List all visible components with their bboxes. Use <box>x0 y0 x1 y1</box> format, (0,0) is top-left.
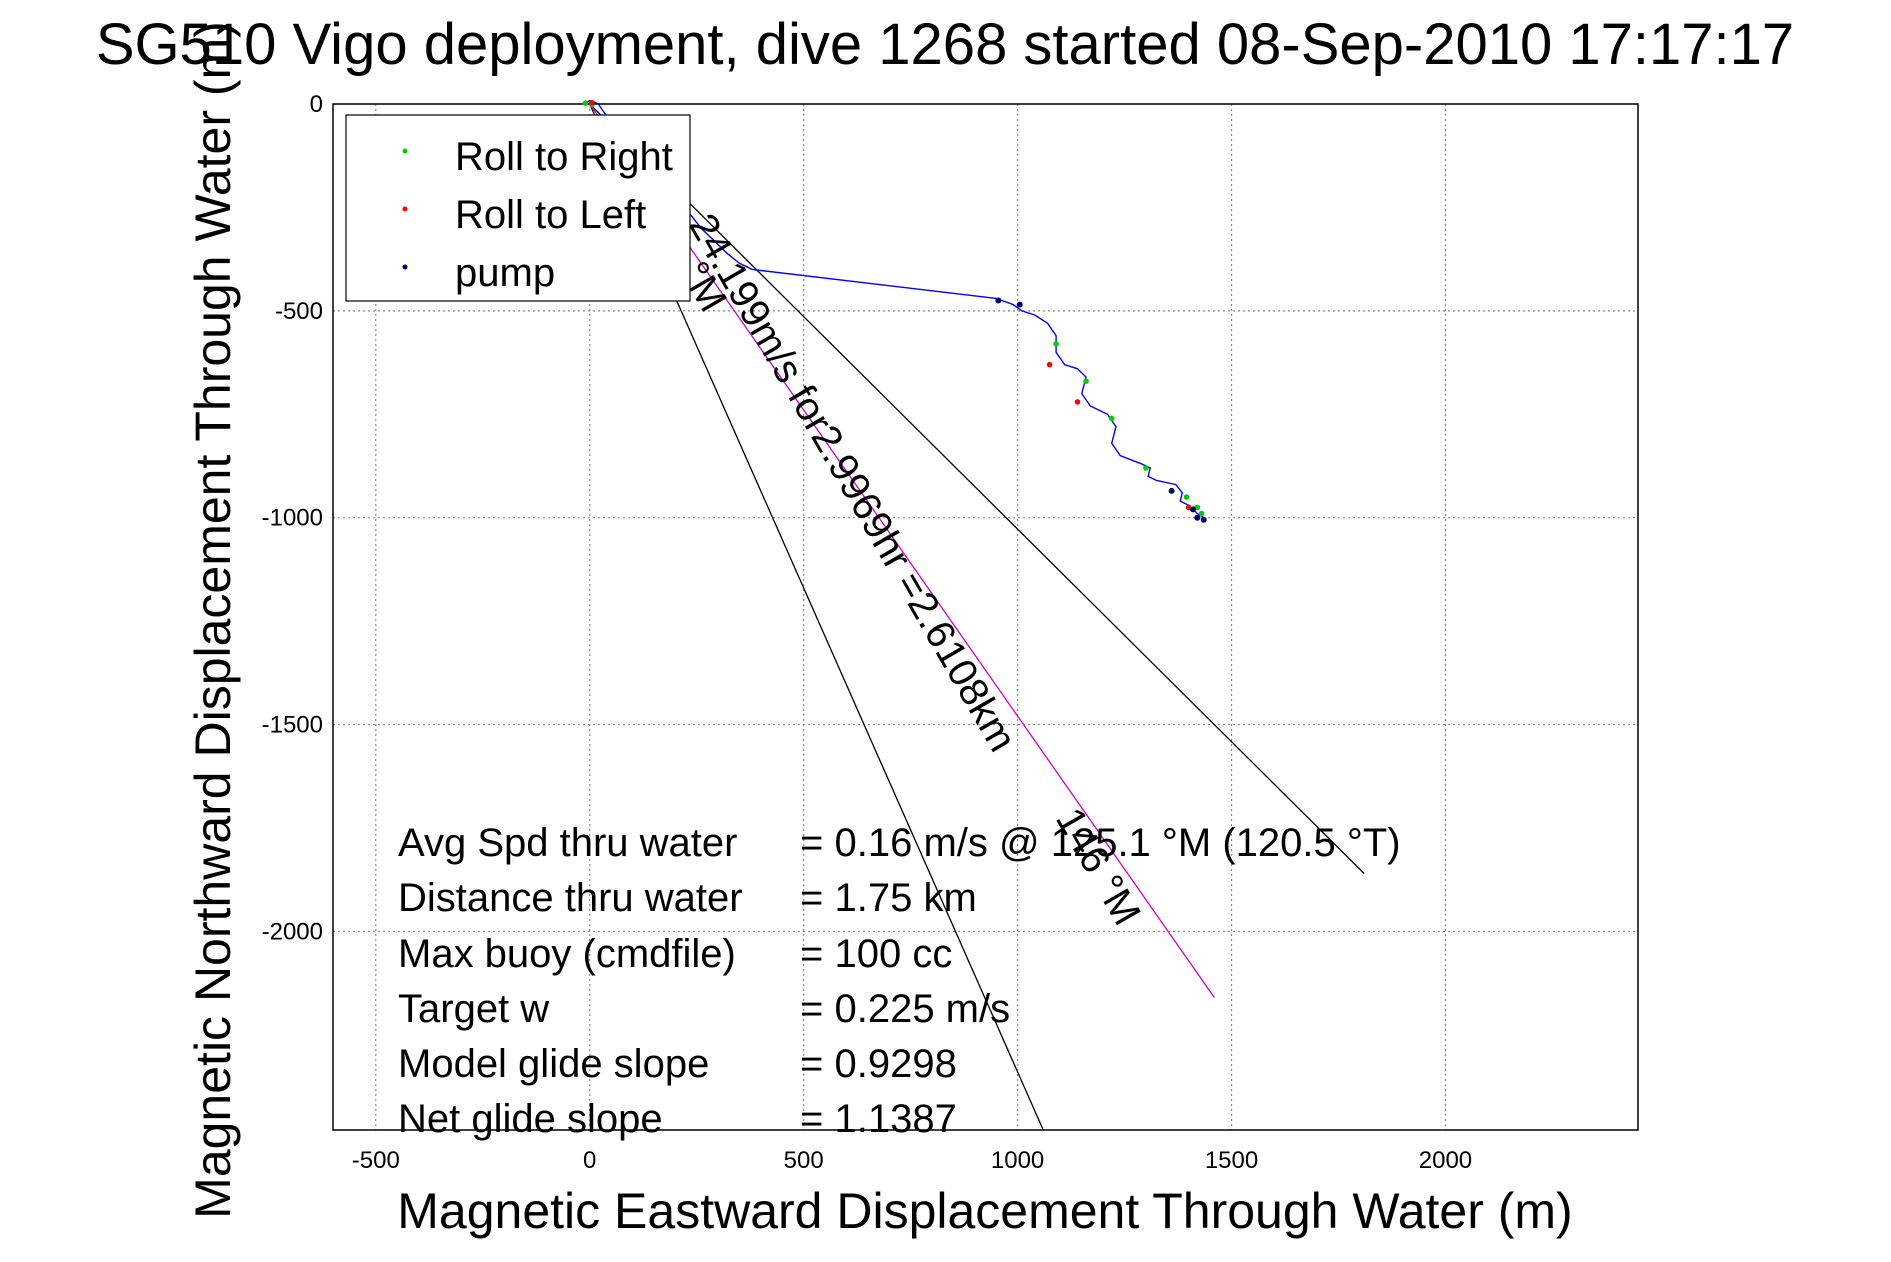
series-heading-line-upper <box>589 103 1365 874</box>
y-tick-labels: 0 -500 -1000 -1500 -2000 <box>262 91 323 945</box>
stat-label-model-glide: Model glide slope <box>398 1042 709 1086</box>
stat-label-target-w: Target w <box>398 987 549 1031</box>
y-tick-label-4: -2000 <box>262 918 323 945</box>
marker-roll-right-2 <box>1053 341 1059 347</box>
stats-block: Avg Spd thru water = 0.16 m/s @ 125.1 °M… <box>398 821 1401 1141</box>
x-tick-label-4: 1500 <box>1205 1147 1258 1174</box>
y-tick-label-3: -1500 <box>262 712 323 739</box>
x-tick-label-5: 2000 <box>1419 1147 1472 1174</box>
marker-roll-right-8 <box>1198 510 1205 517</box>
stat-value-model-glide: = 0.9298 <box>800 1042 957 1086</box>
stat-label-max-buoy: Max buoy (cmdfile) <box>398 932 736 976</box>
legend-marker-roll-left <box>402 206 408 212</box>
marker-pump-4 <box>1200 516 1207 523</box>
plot-area <box>332 103 1639 1131</box>
marker-roll-left-0 <box>589 99 595 106</box>
x-axis-label: Magnetic Eastward Displacement Through W… <box>397 1183 1572 1239</box>
legend-marker-pump <box>402 264 408 270</box>
marker-roll-left-1 <box>1046 361 1053 368</box>
chart-title: SG510 Vigo deployment, dive 1268 started… <box>96 12 1794 77</box>
x-tick-label-2: 500 <box>784 1147 824 1174</box>
marker-layer <box>582 99 1207 523</box>
stat-value-distance: = 1.75 km <box>800 876 977 920</box>
stat-value-net-glide: = 1.1387 <box>800 1097 957 1141</box>
y-tick-label-0: 0 <box>310 91 323 118</box>
stat-value-target-w: = 0.225 m/s <box>800 987 1010 1031</box>
marker-pump-3 <box>1194 514 1201 521</box>
x-tick-label-1: 0 <box>583 1147 596 1174</box>
y-tick-label-1: -500 <box>275 298 323 325</box>
marker-roll-right-3 <box>1083 378 1089 384</box>
marker-pump-0 <box>995 297 1002 304</box>
marker-pump-1 <box>1016 301 1023 308</box>
legend-label-roll-right: Roll to Right <box>455 135 673 179</box>
legend-label-roll-left: Roll to Left <box>455 193 646 237</box>
marker-pump-5 <box>1190 506 1197 513</box>
marker-roll-right-6 <box>1183 494 1190 500</box>
annotation-speed-distance: 24.199m/s for2.9969hr =2.6108km <box>680 207 1024 760</box>
y-axis-label: Magnetic Northward Displacement Through … <box>185 21 241 1219</box>
x-tick-label-3: 1000 <box>991 1147 1044 1174</box>
marker-pump-2 <box>1168 487 1175 494</box>
legend-label-pump: pump <box>455 251 555 295</box>
marker-roll-left-2 <box>1074 399 1081 405</box>
marker-roll-right-4 <box>1108 415 1115 422</box>
stat-label-avg-spd: Avg Spd thru water <box>398 821 737 865</box>
stat-label-net-glide: Net glide slope <box>398 1097 663 1141</box>
stat-value-avg-spd: = 0.16 m/s @ 125.1 °M (120.5 °T) <box>800 821 1401 865</box>
x-tick-labels: -500 0 500 1000 1500 2000 <box>352 1147 1472 1174</box>
stat-value-max-buoy: = 100 cc <box>800 932 952 976</box>
legend-marker-roll-right <box>402 148 408 154</box>
series-current-line <box>589 103 1215 998</box>
marker-roll-right-5 <box>1143 465 1149 471</box>
x-tick-label-0: -500 <box>352 1147 400 1174</box>
legend: Roll to Right Roll to Left pump <box>345 114 691 302</box>
stat-label-distance: Distance thru water <box>398 876 743 920</box>
y-tick-label-2: -1000 <box>262 505 323 532</box>
marker-roll-right-0 <box>582 100 589 106</box>
